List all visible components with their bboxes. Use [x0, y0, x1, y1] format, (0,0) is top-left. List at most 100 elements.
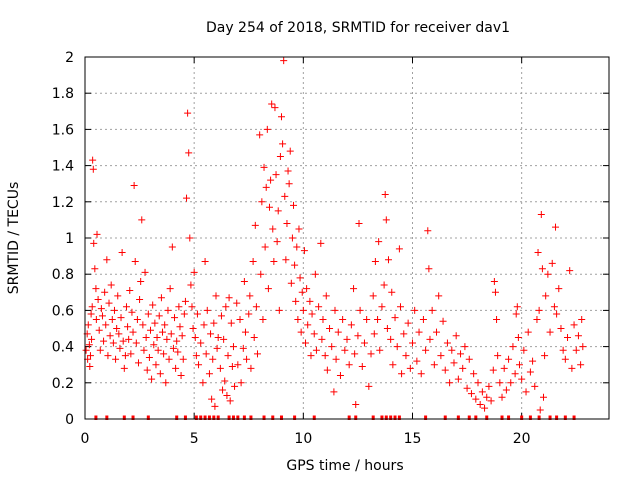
- y-tick-label: 0.4: [52, 340, 74, 356]
- data-point: [100, 337, 108, 345]
- data-point: [375, 238, 383, 246]
- data-point: [233, 299, 241, 307]
- data-point: [494, 352, 502, 360]
- data-point: [113, 325, 121, 332]
- data-point: [533, 315, 541, 323]
- data-point: [116, 344, 124, 352]
- data-point: [524, 328, 532, 336]
- data-point: [422, 346, 430, 354]
- data-point: [493, 315, 501, 323]
- data-point: [450, 359, 458, 367]
- data-point: [459, 364, 467, 372]
- data-point: [374, 315, 382, 323]
- data-point: [520, 346, 528, 354]
- data-point: [557, 325, 565, 332]
- data-point: [250, 334, 258, 342]
- data-point: [293, 243, 301, 251]
- data-point: [463, 384, 471, 392]
- data-point: [345, 361, 353, 369]
- data-point: [95, 326, 103, 334]
- data-point: [193, 310, 201, 318]
- data-point: [258, 198, 266, 206]
- data-point: [564, 334, 572, 342]
- data-point: [114, 292, 122, 300]
- data-point: [169, 344, 177, 352]
- data-point: [568, 364, 576, 372]
- data-point: [108, 315, 116, 323]
- y-tick-label: 0.8: [52, 267, 74, 283]
- x-tick-label: 20: [513, 431, 531, 447]
- data-point: [96, 346, 104, 354]
- data-point: [384, 256, 392, 264]
- data-point: [167, 330, 175, 338]
- data-point: [231, 382, 239, 390]
- data-point: [404, 319, 412, 327]
- data-point: [106, 332, 114, 340]
- data-point: [280, 57, 288, 65]
- data-point: [389, 361, 397, 369]
- data-point: [360, 339, 368, 347]
- data-point: [131, 258, 139, 266]
- data-point: [102, 321, 110, 329]
- data-point: [312, 346, 320, 354]
- data-point: [270, 258, 278, 266]
- data-point: [86, 363, 94, 371]
- data-point: [457, 350, 465, 358]
- y-tick-label: 0: [65, 412, 74, 428]
- data-point: [513, 303, 521, 311]
- data-point: [491, 288, 499, 296]
- data-point: [570, 321, 578, 329]
- data-point: [537, 210, 545, 218]
- data-point: [210, 319, 218, 327]
- data-point: [190, 268, 198, 276]
- data-point: [89, 156, 97, 164]
- data-point: [226, 397, 234, 405]
- data-point: [433, 328, 441, 336]
- data-point: [118, 248, 126, 256]
- data-point: [541, 352, 549, 360]
- data-point: [133, 315, 141, 323]
- data-point: [409, 339, 416, 347]
- data-point: [396, 303, 404, 311]
- data-point: [284, 167, 292, 175]
- data-point: [265, 203, 273, 211]
- data-point: [538, 265, 546, 273]
- data-point: [184, 109, 192, 117]
- data-point: [187, 281, 195, 289]
- data-point: [296, 274, 304, 282]
- data-point: [531, 382, 539, 390]
- data-point: [180, 310, 188, 318]
- data-point: [535, 306, 543, 314]
- data-point: [129, 328, 137, 336]
- data-point: [382, 216, 390, 224]
- data-point: [411, 306, 419, 314]
- data-point: [211, 402, 219, 410]
- data-point: [388, 288, 396, 296]
- grid: [85, 57, 609, 419]
- data-point: [155, 312, 163, 320]
- data-point: [283, 220, 291, 228]
- data-point: [88, 303, 96, 311]
- data-point: [160, 350, 168, 358]
- data-point: [298, 288, 306, 296]
- data-point: [507, 379, 515, 387]
- data-point: [138, 216, 146, 224]
- y-axis-label: SRMTID / TECUs: [6, 182, 22, 295]
- data-point: [304, 321, 312, 329]
- data-point: [292, 297, 300, 305]
- data-point: [328, 343, 336, 351]
- data-point: [553, 310, 561, 318]
- data-point: [261, 243, 269, 251]
- data-point: [285, 180, 293, 188]
- data-point: [154, 346, 162, 354]
- data-point: [402, 352, 410, 360]
- data-point: [354, 332, 362, 340]
- data-point: [356, 306, 364, 314]
- data-point: [110, 306, 118, 314]
- data-point: [306, 297, 314, 305]
- y-tick-label: 1.6: [52, 122, 74, 138]
- data-point: [351, 350, 359, 358]
- data-point: [461, 343, 469, 351]
- data-point: [145, 353, 153, 361]
- data-point: [437, 352, 445, 360]
